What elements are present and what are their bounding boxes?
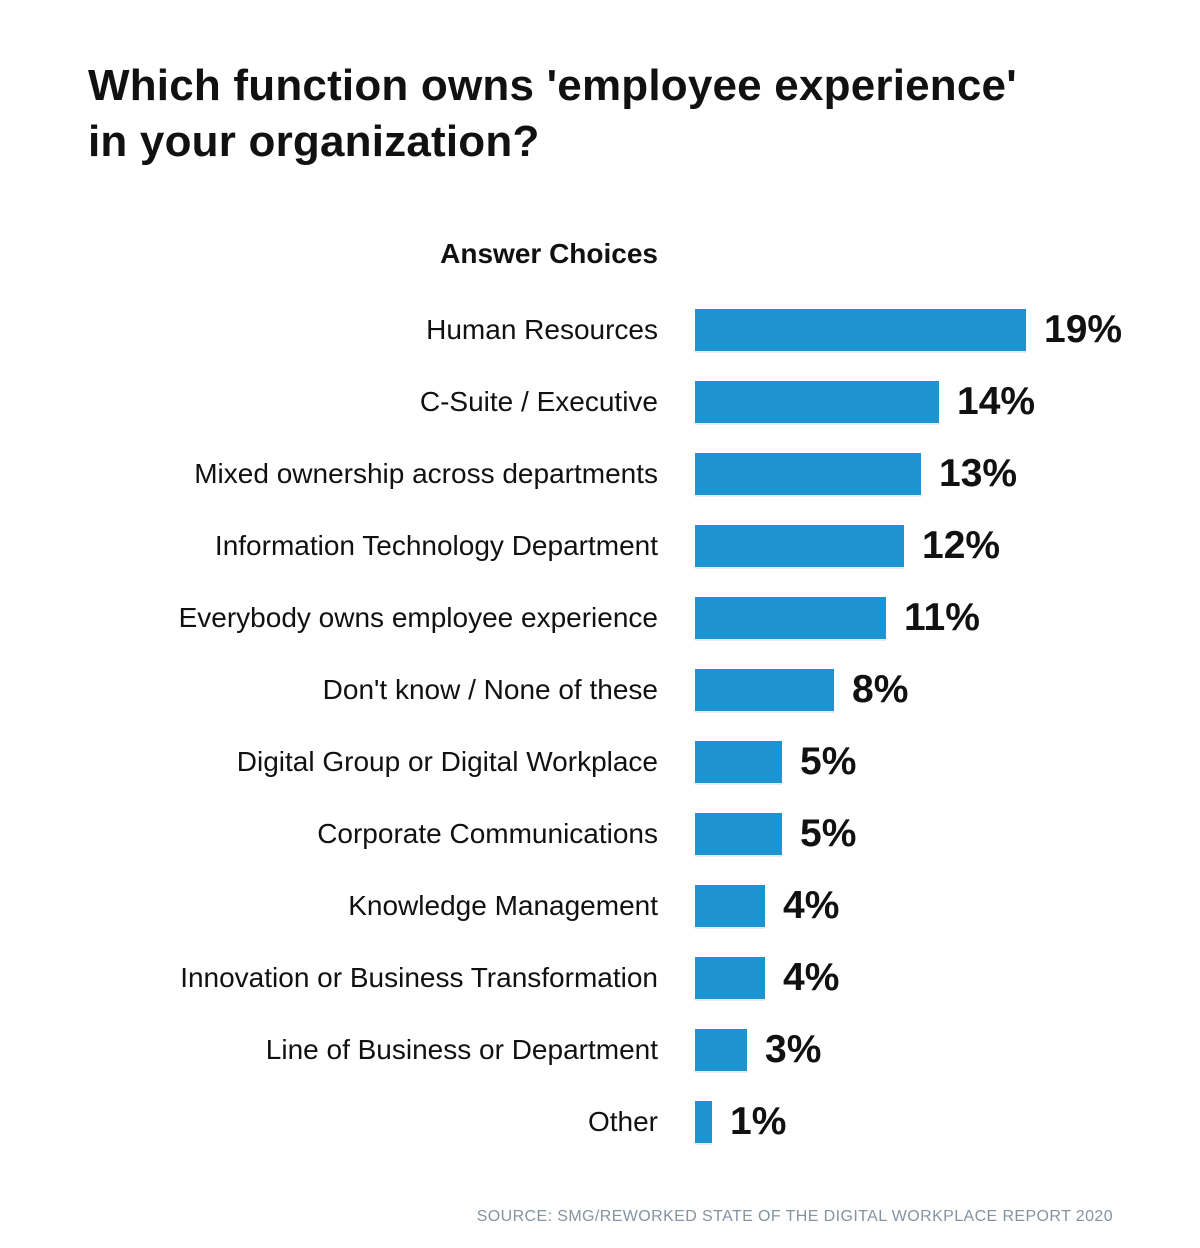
bar-row: Digital Group or Digital Workplace 5%: [0, 726, 1200, 798]
bar: [695, 669, 834, 711]
bar-row: C-Suite / Executive 14%: [0, 366, 1200, 438]
category-label: Corporate Communications: [317, 818, 658, 849]
bar-area: 5%: [695, 812, 856, 856]
value-label: 8%: [852, 668, 909, 711]
value-label: 11%: [904, 596, 980, 639]
answer-choices-header: Answer Choices: [440, 238, 658, 269]
value-label: 4%: [783, 956, 840, 999]
bar-row: Innovation or Business Transformation 4%: [0, 942, 1200, 1014]
bar-row: Information Technology Department 12%: [0, 510, 1200, 582]
bar-chart: Human Resources 19% C-Suite / Executive 14%…: [0, 294, 1200, 1158]
chart-title: Which function owns 'employee experience…: [88, 61, 1017, 166]
source-note: SOURCE: SMG/REWORKED STATE OF THE DIGITA…: [476, 1208, 1113, 1225]
bar-row: Mixed ownership across departments 13%: [0, 438, 1200, 510]
bar: [695, 1101, 712, 1143]
value-label: 3%: [765, 1028, 822, 1071]
category-label: Information Technology Department: [214, 530, 658, 561]
bar-area: 11%: [695, 596, 980, 640]
category-label: Digital Group or Digital Workplace: [236, 746, 658, 777]
bar-area: 13%: [695, 452, 1017, 496]
bar-row: Everybody owns employee experience 11%: [0, 582, 1200, 654]
bar-area: 19%: [695, 308, 1122, 352]
category-label: Other: [587, 1106, 658, 1137]
bar-area: 5%: [695, 740, 856, 784]
category-label: Innovation or Business Transformation: [180, 962, 658, 993]
category-label: Line of Business or Department: [265, 1034, 658, 1065]
category-label: Human Resources: [426, 314, 658, 345]
bar-area: 1%: [695, 1100, 786, 1144]
value-label: 13%: [939, 452, 1018, 495]
bar: [695, 813, 782, 855]
value-label: 5%: [800, 812, 857, 855]
value-label: 14%: [957, 380, 1036, 423]
bar: [695, 885, 765, 927]
bar: [695, 309, 1026, 351]
bar-row: Don't know / None of these 8%: [0, 654, 1200, 726]
bar-row: Other 1%: [0, 1086, 1200, 1158]
category-label: Knowledge Management: [348, 890, 658, 921]
bar: [695, 597, 886, 639]
bar-row: Knowledge Management 4%: [0, 870, 1200, 942]
bar: [695, 1029, 747, 1071]
bar-row: Line of Business or Department 3%: [0, 1014, 1200, 1086]
bar-area: 8%: [695, 668, 908, 712]
bar-row: Human Resources 19%: [0, 294, 1200, 366]
category-label: C-Suite / Executive: [419, 386, 658, 417]
bar-area: 4%: [695, 884, 839, 928]
bar: [695, 957, 765, 999]
value-label: 4%: [783, 884, 840, 927]
bar-area: 12%: [695, 524, 1000, 568]
value-label: 5%: [800, 740, 857, 783]
value-label: 19%: [1044, 308, 1123, 351]
category-label: Everybody owns employee experience: [178, 602, 658, 633]
value-label: 12%: [922, 524, 1001, 567]
bar: [695, 525, 904, 567]
bar-area: 3%: [695, 1028, 821, 1072]
bar-area: 4%: [695, 956, 839, 1000]
value-label: 1%: [730, 1100, 787, 1143]
bar: [695, 381, 939, 423]
category-label: Don't know / None of these: [322, 674, 658, 705]
bar-row: Corporate Communications 5%: [0, 798, 1200, 870]
bar: [695, 453, 921, 495]
category-label: Mixed ownership across departments: [194, 458, 658, 489]
bar: [695, 741, 782, 783]
bar-area: 14%: [695, 380, 1035, 424]
